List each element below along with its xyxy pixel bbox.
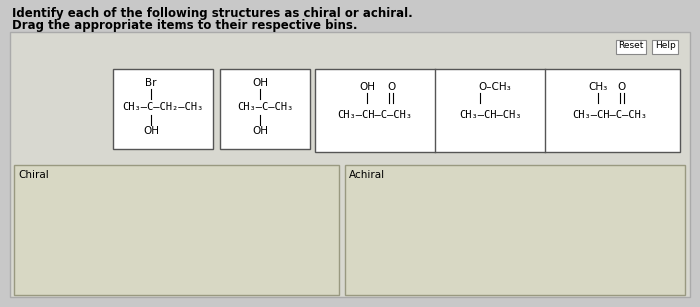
Text: CH₃–CH–C–CH₃: CH₃–CH–C–CH₃: [573, 110, 648, 120]
FancyBboxPatch shape: [113, 69, 213, 149]
Text: CH₃–C–CH₃: CH₃–C–CH₃: [237, 102, 293, 112]
FancyBboxPatch shape: [315, 69, 680, 152]
Text: CH₃–CH–C–CH₃: CH₃–CH–C–CH₃: [337, 110, 412, 120]
FancyBboxPatch shape: [14, 165, 339, 295]
Text: Reset: Reset: [618, 41, 644, 50]
Text: Br: Br: [146, 78, 157, 88]
Text: CH₃–CH–CH₃: CH₃–CH–CH₃: [458, 110, 522, 120]
Text: OH: OH: [143, 126, 159, 136]
Text: Chiral: Chiral: [18, 170, 49, 180]
FancyBboxPatch shape: [616, 40, 646, 54]
FancyBboxPatch shape: [345, 165, 685, 295]
Text: O: O: [387, 82, 395, 92]
Text: Identify each of the following structures as chiral or achiral.: Identify each of the following structure…: [12, 7, 413, 20]
Text: OH: OH: [252, 78, 268, 88]
Text: O–CH₃: O–CH₃: [479, 82, 512, 92]
Text: OH: OH: [359, 82, 375, 92]
Text: CH₃–C–CH₂–CH₃: CH₃–C–CH₂–CH₃: [122, 102, 204, 112]
Text: Help: Help: [654, 41, 675, 50]
FancyBboxPatch shape: [10, 32, 690, 297]
Text: O: O: [618, 82, 626, 92]
Text: Drag the appropriate items to their respective bins.: Drag the appropriate items to their resp…: [12, 19, 358, 32]
Text: CH₃: CH₃: [589, 82, 608, 92]
FancyBboxPatch shape: [220, 69, 310, 149]
Text: OH: OH: [252, 126, 268, 136]
Text: Achiral: Achiral: [349, 170, 385, 180]
FancyBboxPatch shape: [652, 40, 678, 54]
